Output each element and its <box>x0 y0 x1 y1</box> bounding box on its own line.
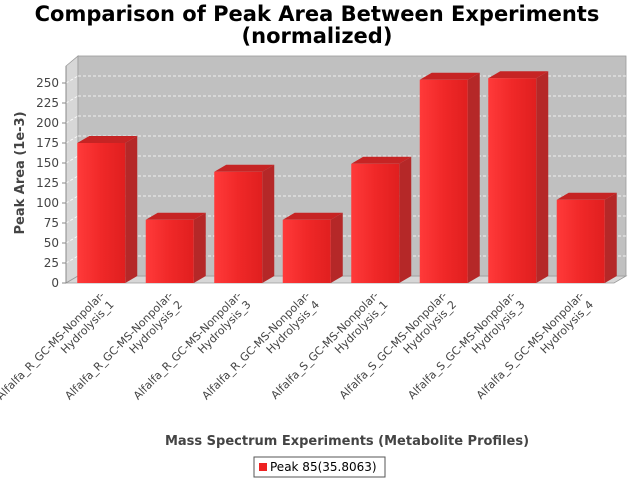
y-tick-label: 225 <box>36 96 59 110</box>
y-tick-label: 50 <box>44 236 59 250</box>
x-axis-label: Mass Spectrum Experiments (Metabolite Pr… <box>165 434 529 449</box>
bar-front <box>488 78 537 283</box>
bar-side <box>262 164 275 283</box>
gridline-side <box>65 255 79 264</box>
bar <box>419 72 480 283</box>
x-tick-label-line: Alfalfa_R_GC-MS-Nonpolar- <box>131 289 244 402</box>
gridline-side <box>65 175 79 184</box>
bar <box>77 136 138 283</box>
chart-title-line-1: Comparison of Peak Area Between Experime… <box>35 2 600 26</box>
bar-top <box>556 192 617 200</box>
legend-label: Peak 85(35.8063) <box>270 460 377 474</box>
x-tick-label-line: Alfalfa_R_GC-MS-Nonpolar- <box>62 289 175 402</box>
plot-side-wall <box>65 55 79 284</box>
gridline-side <box>65 95 79 104</box>
bar-side <box>399 156 412 283</box>
gridline-side <box>65 235 79 244</box>
legend-box <box>253 456 386 478</box>
bar <box>282 212 343 283</box>
bar-top <box>145 212 206 220</box>
gridline-side <box>65 215 79 224</box>
bar-top <box>214 164 275 172</box>
bar <box>351 156 412 283</box>
bar <box>145 212 206 283</box>
gridline-side <box>65 135 79 144</box>
bar-top <box>351 156 412 164</box>
y-tick-label: 75 <box>44 216 59 230</box>
y-tick-label: 100 <box>36 196 59 210</box>
bar-front <box>77 143 126 283</box>
x-tick-label-line: Alfalfa_R_GC-MS-Nonpolar- <box>0 289 107 402</box>
gridline-side <box>65 155 79 164</box>
y-axis-ticks: 0 25 50 75 100 125 150 175 200 225 250 <box>36 76 66 290</box>
bar-side <box>125 136 138 283</box>
y-tick-label: 175 <box>36 136 59 150</box>
gridline-side <box>65 75 79 84</box>
x-axis-categories: Alfalfa_R_GC-MS-Nonpolar-Hydrolysis_1Alf… <box>0 289 596 412</box>
bar-side <box>536 71 549 283</box>
x-tick-label-line: Alfalfa_R_GC-MS-Nonpolar- <box>199 289 312 402</box>
y-tick-label: 25 <box>44 256 59 270</box>
bar-side <box>193 212 206 283</box>
y-tick-label: 0 <box>51 276 59 290</box>
bar-top <box>282 212 343 220</box>
bar-front <box>556 199 605 283</box>
bar <box>214 164 275 283</box>
y-tick-label: 150 <box>36 156 59 170</box>
bar-front <box>282 219 331 283</box>
gridline-side <box>65 195 79 204</box>
bar-side <box>604 192 617 283</box>
y-tick-label: 250 <box>36 76 59 90</box>
bar-top <box>77 136 138 143</box>
bar-top <box>488 71 549 79</box>
bar-front <box>214 171 263 283</box>
bar-front <box>145 219 194 283</box>
legend-swatch <box>259 463 267 471</box>
y-axis-label: Peak Area (1e-3) <box>13 111 28 234</box>
legend: Peak 85(35.8063) <box>253 456 386 478</box>
gridline-side <box>65 115 79 124</box>
bar-top <box>419 72 480 80</box>
x-tick-label: Alfalfa_R_GC-MS-Nonpolar-Hydrolysis_1 <box>0 289 117 412</box>
chart-title-line-2: (normalized) <box>242 24 393 48</box>
bar-side <box>330 212 343 283</box>
bar-front <box>419 79 468 283</box>
bar <box>556 192 617 283</box>
y-tick-label: 200 <box>36 116 59 130</box>
bar-side <box>467 72 480 283</box>
bar-front <box>351 163 400 283</box>
y-tick-label: 125 <box>36 176 59 190</box>
bars <box>77 71 617 283</box>
bar <box>488 71 549 283</box>
